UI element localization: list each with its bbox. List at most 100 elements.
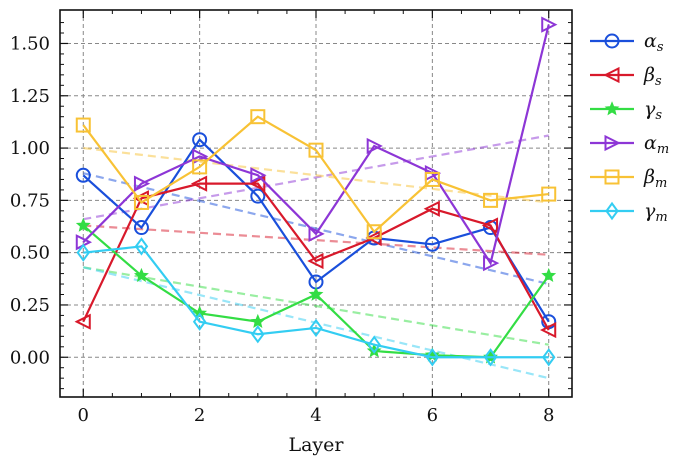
data-point [541,16,558,33]
data-point [309,318,323,338]
trend-line-γ-m [83,266,549,380]
x-tick-label: 0 [78,405,89,426]
legend-symbol: γ [644,98,656,120]
data-point [424,236,440,252]
data-point [539,321,557,339]
x-tick-label: 2 [194,405,205,426]
y-tick-label: 1.25 [10,86,50,107]
data-point [424,171,440,187]
legend-symbol: γ [644,200,656,222]
legend-marker [605,201,619,221]
x-tick-label: 4 [310,405,321,426]
data-point [192,312,207,331]
data-point [541,186,557,202]
data-point [483,348,498,367]
legend-marker [604,101,620,116]
legend-subscript: s [657,40,664,55]
x-tick-label: 8 [543,405,554,426]
data-point [250,313,266,329]
legend-label: αs [644,30,664,55]
data-point [250,109,266,125]
legend-subscript: s [655,74,662,89]
data-point [134,237,149,256]
data-point [133,194,149,210]
grid-lines [60,10,572,397]
legend-marker [604,134,621,152]
legend-label: γs [644,98,662,123]
legend-marker [603,66,620,84]
series-β-m [75,109,557,240]
trend-line-γ-s [83,266,549,346]
data-point [192,132,208,148]
series-line [82,182,550,331]
data-point [425,348,440,367]
legend-item: βs [590,64,662,89]
data-point [134,267,149,282]
x-axis-label: Layer [288,434,344,456]
data-point [366,224,382,240]
legend-marker [604,33,620,49]
data-point [483,192,499,208]
data-point [75,117,91,133]
data-point [192,159,208,175]
data-point [308,286,324,301]
data-point [75,217,91,232]
legend-subscript: s [655,108,662,123]
data-point [366,343,382,358]
trend-line-α-m [83,134,549,221]
data-point [423,200,440,217]
series-line [82,24,550,266]
y-tick-label: 0.50 [10,243,50,264]
series-γ-m [76,237,556,367]
data-point [75,167,91,183]
data-point [249,175,266,192]
y-tick-label: 0.00 [10,347,50,368]
legend-item: βm [590,166,667,191]
series-line [83,245,549,359]
data-point [307,252,324,270]
legend-symbol: α [644,132,657,154]
legend-marker [604,169,620,185]
legend-item: αm [590,132,669,157]
data-point [541,348,556,367]
series-β-s [74,175,557,339]
data-point [133,220,149,236]
data-point [308,225,325,242]
data-point [251,325,265,344]
series-line [82,115,549,234]
legend-subscript: m [657,142,669,157]
data-point [250,188,266,204]
x-tick-label: 6 [427,405,438,426]
legend-subscript: m [655,210,667,225]
data-point [76,243,91,262]
data-point [308,142,324,158]
legend-symbol: β [643,166,655,188]
y-tick-label: 0.75 [10,190,50,211]
data-point [483,255,500,272]
trend-line-α-s [83,172,549,286]
legend-label: γm [644,200,668,225]
y-tick-label: 1.50 [10,33,50,54]
data-point [481,217,499,234]
data-point [541,267,557,282]
data-point [190,175,208,192]
y-tick-label: 0.25 [10,295,50,316]
data-point [250,167,267,184]
legend-item: γs [590,98,662,123]
legend-item: γm [590,200,668,225]
legend-symbol: β [643,64,655,86]
legend-subscript: m [655,176,667,191]
legend-label: αm [644,132,669,157]
tick-labels: 0 2 4 6 8 0.00 0.25 0.50 0.75 1.00 1.25 1.50 [10,33,555,426]
data-point [366,137,383,155]
legend-label: βs [643,64,662,89]
data-point [74,313,91,330]
data-point [133,175,151,192]
legend-symbol: α [644,30,657,52]
series-lines [74,16,558,367]
axis-ticks [60,10,572,397]
y-tick-label: 1.00 [10,138,50,159]
legend-label: βm [643,166,667,191]
